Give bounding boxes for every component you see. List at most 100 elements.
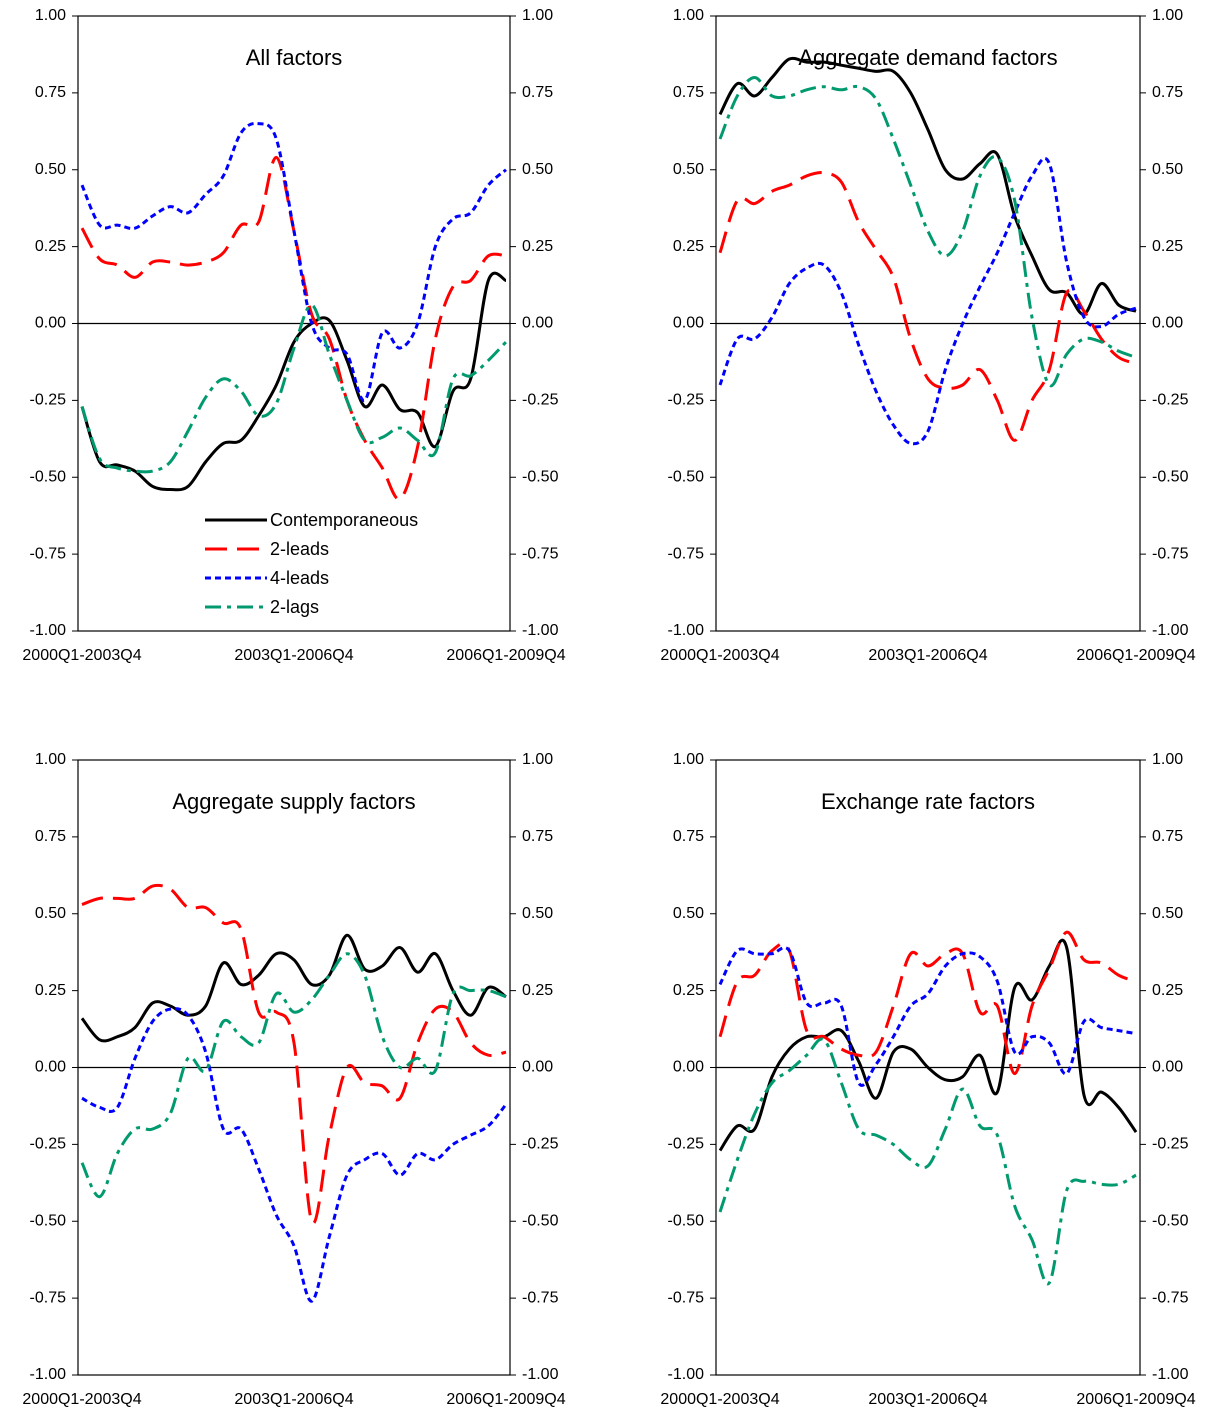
y-tick-label: -0.50 xyxy=(668,468,705,485)
y2-tick-label: -0.75 xyxy=(1152,1289,1189,1306)
y2-tick-label: 0.75 xyxy=(522,84,553,101)
y2-tick-label: -0.75 xyxy=(522,1289,559,1306)
y-tick-label: 0.00 xyxy=(35,315,66,332)
y-tick-label: -0.25 xyxy=(668,1136,705,1153)
y2-tick-label: 0.00 xyxy=(522,315,553,332)
series-line xyxy=(718,946,1137,1087)
y-tick-label: -0.25 xyxy=(30,392,67,409)
y-tick-label: -0.50 xyxy=(668,1212,705,1229)
x-tick-label: 2006Q1-2009Q4 xyxy=(446,647,565,664)
y2-tick-label: 1.00 xyxy=(1152,7,1183,24)
x-tick-label: 2000Q1-2003Q4 xyxy=(660,647,779,664)
y-tick-label: 0.00 xyxy=(35,1059,66,1076)
y-tick-label: 0.25 xyxy=(35,238,66,255)
series-line xyxy=(80,952,507,1199)
series-line xyxy=(80,155,507,501)
y2-tick-label: -0.25 xyxy=(522,392,559,409)
series-line xyxy=(81,1007,508,1303)
y2-tick-label: -1.00 xyxy=(1152,1366,1189,1383)
x-tick-label: 2003Q1-2006Q4 xyxy=(234,647,353,664)
series-line xyxy=(80,121,507,402)
y-tick-label: 0.25 xyxy=(673,982,704,999)
y-tick-label: -0.75 xyxy=(668,1289,705,1306)
y-tick-label: 0.50 xyxy=(35,161,66,178)
y2-tick-label: 0.25 xyxy=(522,238,553,255)
y-tick-label: -0.25 xyxy=(668,392,705,409)
series-line xyxy=(80,271,507,492)
chart-title: Aggregate supply factors xyxy=(172,789,415,814)
y-tick-label: 0.50 xyxy=(673,161,704,178)
y-tick-label: 0.00 xyxy=(673,1059,704,1076)
y2-tick-label: 1.00 xyxy=(522,7,553,24)
y2-tick-label: 0.00 xyxy=(1152,1059,1183,1076)
legend-label: 2-lags xyxy=(270,597,319,617)
y-tick-label: -0.75 xyxy=(30,545,67,562)
y2-tick-label: -0.50 xyxy=(522,468,559,485)
y2-tick-label: 0.50 xyxy=(1152,161,1183,178)
x-tick-label: 2000Q1-2003Q4 xyxy=(22,1391,141,1408)
y-tick-label: -1.00 xyxy=(668,1366,705,1383)
y2-tick-label: -0.50 xyxy=(1152,1212,1189,1229)
y-tick-label: -1.00 xyxy=(30,622,67,639)
series-line xyxy=(718,1037,1137,1286)
legend-label: 2-leads xyxy=(270,539,329,559)
y2-tick-label: 1.00 xyxy=(522,751,553,768)
y2-tick-label: 0.50 xyxy=(522,161,553,178)
y2-tick-label: -0.25 xyxy=(1152,392,1189,409)
y2-tick-label: 1.00 xyxy=(1152,751,1183,768)
y2-tick-label: -0.50 xyxy=(1152,468,1189,485)
chart-title: All factors xyxy=(246,45,343,70)
y2-tick-label: 0.00 xyxy=(522,1059,553,1076)
y2-tick-label: 0.25 xyxy=(1152,238,1183,255)
y2-tick-label: -0.25 xyxy=(522,1136,559,1153)
y-tick-label: 0.50 xyxy=(673,905,704,922)
y2-tick-label: -0.50 xyxy=(522,1212,559,1229)
y-tick-label: 1.00 xyxy=(35,7,66,24)
x-tick-label: 2003Q1-2006Q4 xyxy=(868,1391,987,1408)
x-tick-label: 2003Q1-2006Q4 xyxy=(234,1391,353,1408)
series-line xyxy=(718,171,1137,442)
y2-tick-label: 0.75 xyxy=(1152,828,1183,845)
y-tick-label: -0.75 xyxy=(668,545,705,562)
y-tick-label: 0.75 xyxy=(673,828,704,845)
x-tick-label: 2006Q1-2009Q4 xyxy=(446,1391,565,1408)
y-tick-label: 0.75 xyxy=(673,84,704,101)
y-tick-label: 0.00 xyxy=(673,315,704,332)
y2-tick-label: 0.50 xyxy=(1152,905,1183,922)
y2-tick-label: 0.50 xyxy=(522,905,553,922)
y2-tick-label: -1.00 xyxy=(522,1366,559,1383)
y2-tick-label: 0.00 xyxy=(1152,315,1183,332)
y2-tick-label: -0.75 xyxy=(522,545,559,562)
series-line xyxy=(718,156,1137,446)
series-line xyxy=(80,933,507,1043)
y2-tick-label: -1.00 xyxy=(1152,622,1189,639)
x-tick-label: 2000Q1-2003Q4 xyxy=(660,1391,779,1408)
y-tick-label: 0.25 xyxy=(35,982,66,999)
series-line xyxy=(80,303,508,474)
x-tick-label: 2000Q1-2003Q4 xyxy=(22,647,141,664)
y2-tick-label: 0.75 xyxy=(1152,84,1183,101)
y-tick-label: 0.75 xyxy=(35,828,66,845)
series-line xyxy=(718,76,1137,388)
x-tick-label: 2006Q1-2009Q4 xyxy=(1076,647,1195,664)
y-tick-label: 1.00 xyxy=(35,751,66,768)
series-line xyxy=(718,938,1138,1152)
y-tick-label: -1.00 xyxy=(30,1366,67,1383)
y-tick-label: 0.75 xyxy=(35,84,66,101)
y2-tick-label: 0.75 xyxy=(522,828,553,845)
chart-title: Exchange rate factors xyxy=(821,789,1035,814)
y2-tick-label: -0.75 xyxy=(1152,545,1189,562)
y-tick-label: -0.50 xyxy=(30,1212,67,1229)
y-tick-label: -1.00 xyxy=(668,622,705,639)
y2-tick-label: 0.25 xyxy=(522,982,553,999)
y-tick-label: -0.75 xyxy=(30,1289,67,1306)
y2-tick-label: -1.00 xyxy=(522,622,559,639)
y-tick-label: -0.25 xyxy=(30,1136,67,1153)
y2-tick-label: -0.25 xyxy=(1152,1136,1189,1153)
y-tick-label: 0.25 xyxy=(673,238,704,255)
x-tick-label: 2003Q1-2006Q4 xyxy=(868,647,987,664)
y-tick-label: -0.50 xyxy=(30,468,67,485)
x-tick-label: 2006Q1-2009Q4 xyxy=(1076,1391,1195,1408)
y-tick-label: 0.50 xyxy=(35,905,66,922)
legend-label: 4-leads xyxy=(270,568,329,588)
